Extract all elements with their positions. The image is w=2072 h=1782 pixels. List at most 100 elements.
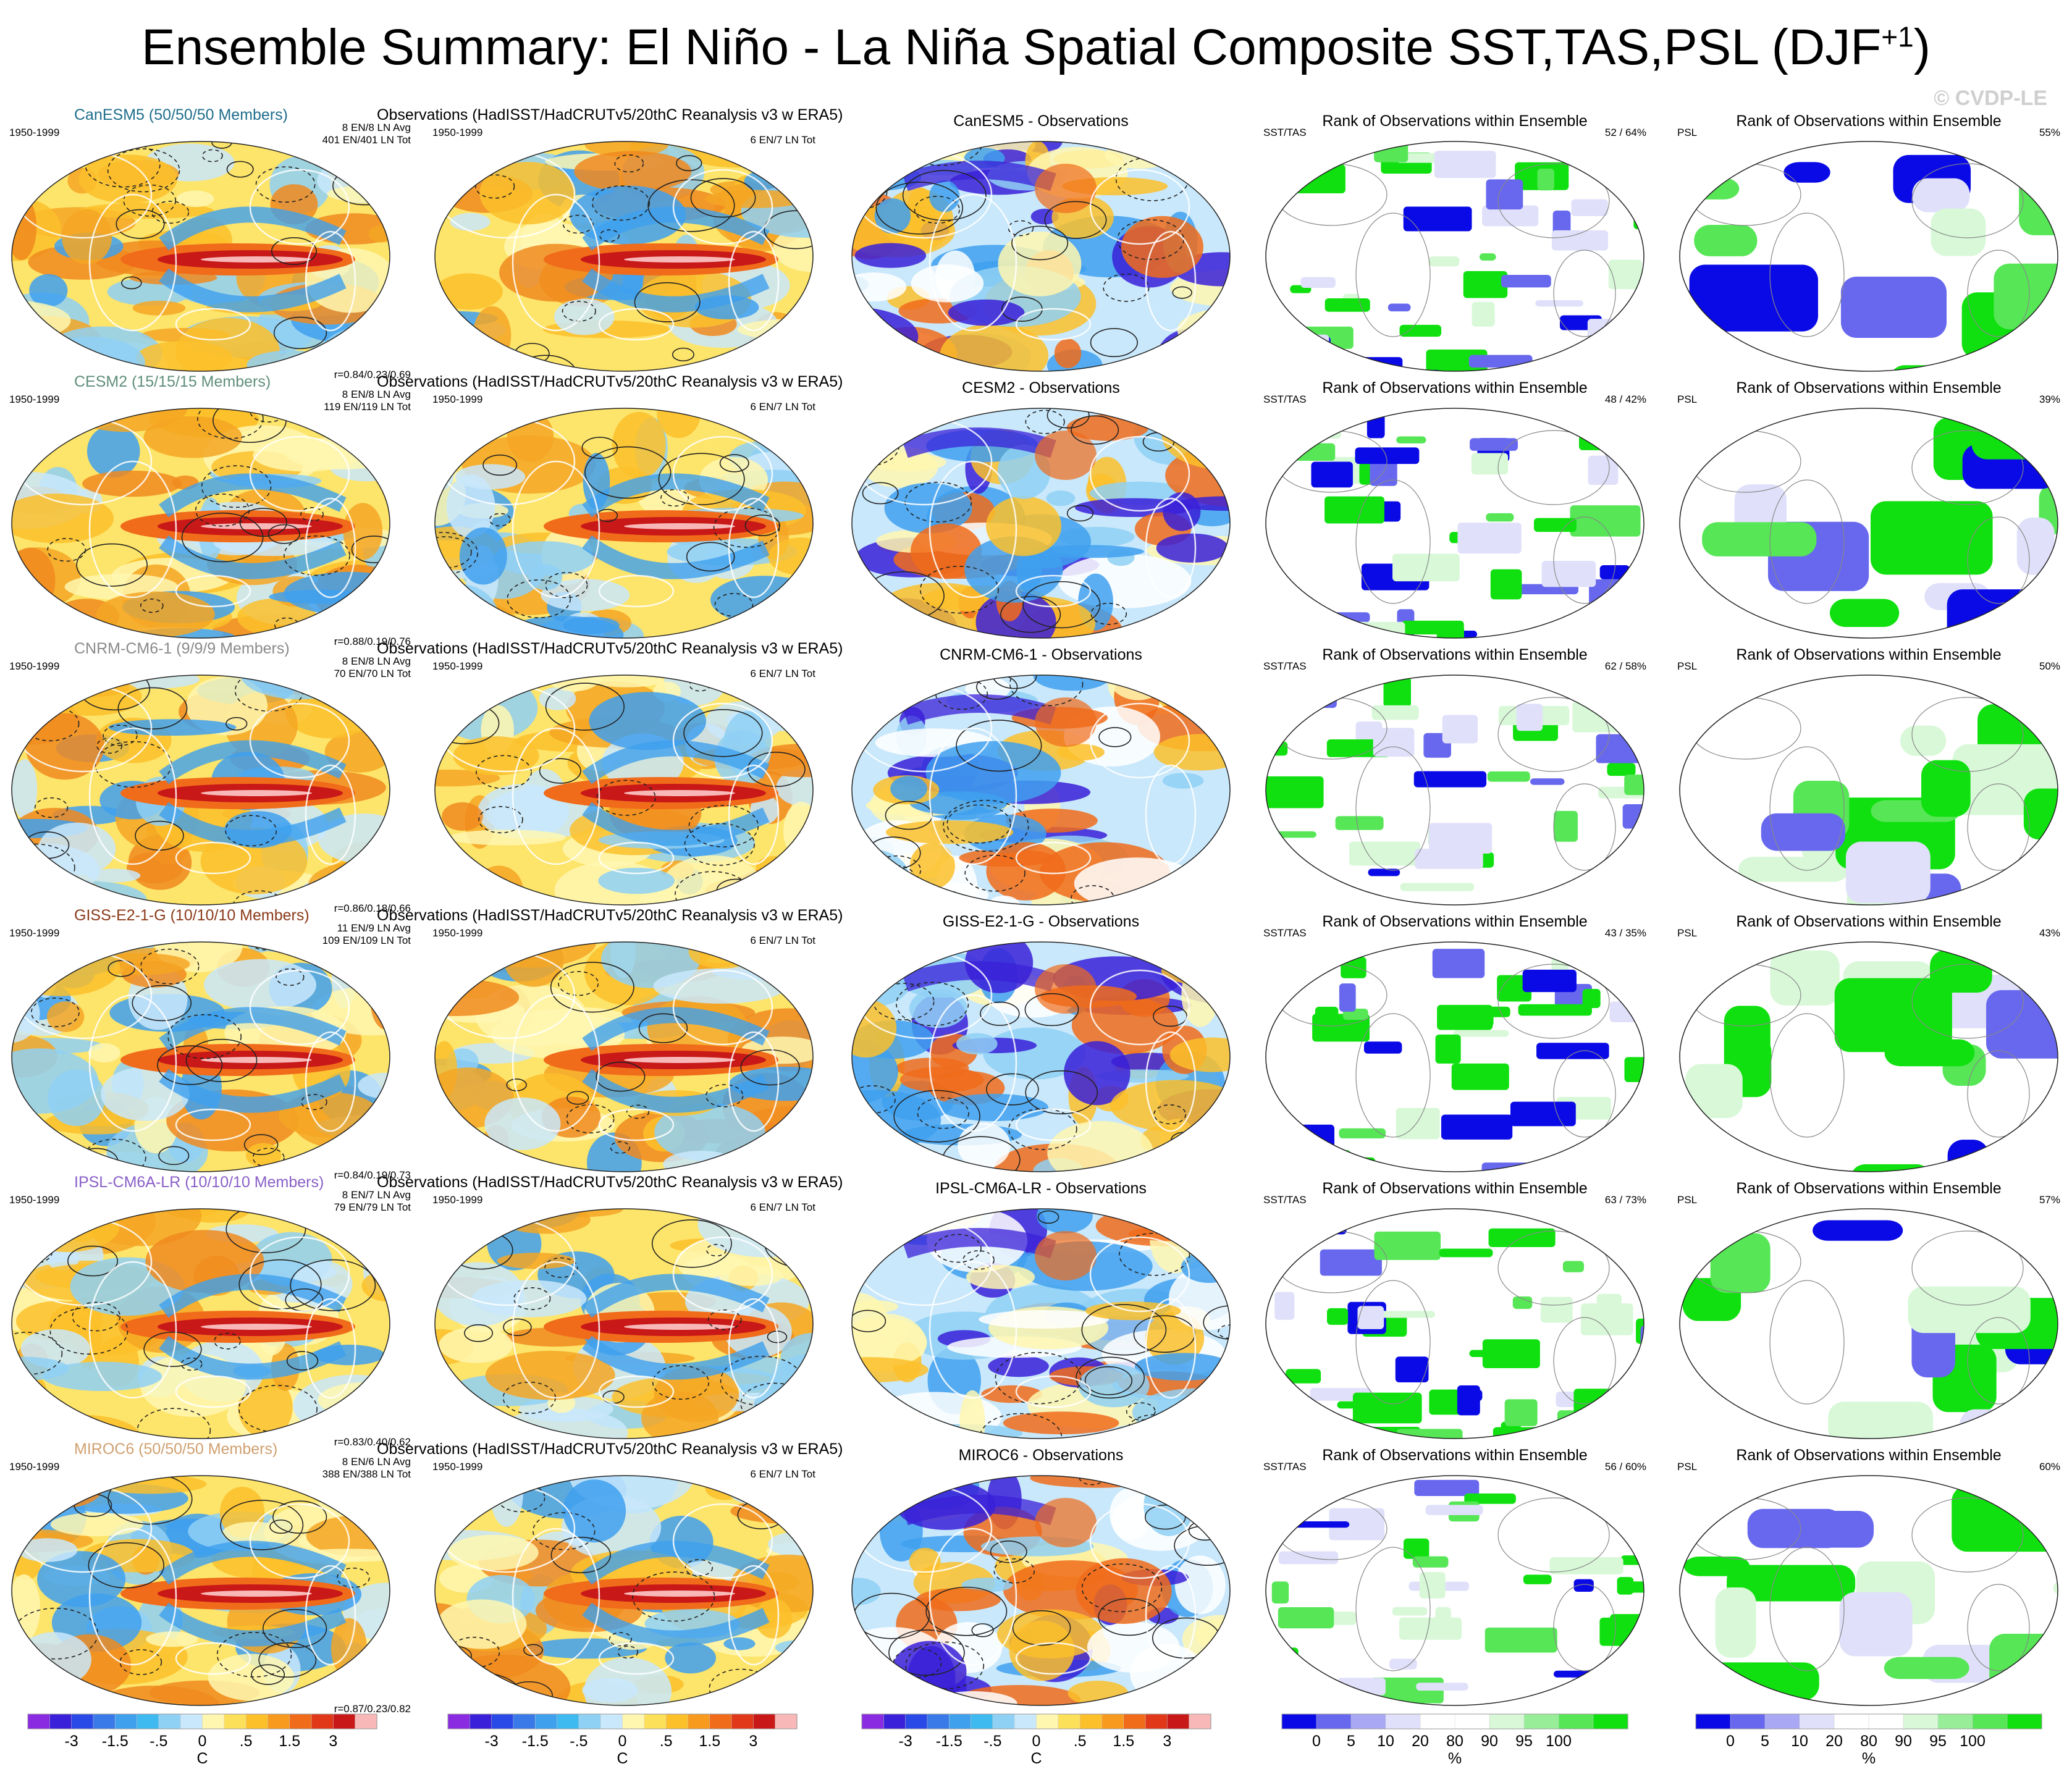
model-period-label: 1950-1999 bbox=[9, 1461, 60, 1473]
map-panel-r5-c2 bbox=[851, 1475, 1231, 1706]
observations-panel-title: Observations (HadISST/HadCRUTv5/20thC Re… bbox=[377, 373, 843, 390]
rank-psl-percent: 39% bbox=[2039, 393, 2060, 405]
colorbar-0-swatch bbox=[333, 1713, 356, 1729]
pattern-correlation: r=0.86/0.18/0.66 bbox=[334, 902, 411, 914]
rank-sst-panel-title: Rank of Observations within Ensemble bbox=[1322, 112, 1588, 130]
colorbar-2-swatch bbox=[883, 1713, 906, 1729]
difference-panel-title: CNRM-CM6-1 - Observations bbox=[940, 646, 1142, 663]
rank-psl-panel-title: Rank of Observations within Ensemble bbox=[1736, 1180, 2002, 1197]
observations-stats: 6 EN/7 LN Tot bbox=[750, 134, 815, 146]
colorbar-0-tick-label: 3 bbox=[329, 1733, 338, 1750]
map-panel-r2-c3 bbox=[1265, 675, 1645, 906]
colorbar-0-swatch bbox=[180, 1713, 203, 1729]
colorbar-2-tick-label: -3 bbox=[898, 1733, 912, 1750]
colorbar-2-swatch bbox=[861, 1713, 885, 1729]
rank-sst-panel-title: Rank of Observations within Ensemble bbox=[1322, 1447, 1588, 1464]
observations-panel-title: Observations (HadISST/HadCRUTv5/20thC Re… bbox=[377, 907, 843, 924]
figure-title-close: ) bbox=[1913, 19, 1931, 75]
colorbar-4-unit-label: % bbox=[1861, 1750, 1876, 1767]
colorbar-4-tick-label: 90 bbox=[1895, 1733, 1912, 1750]
map-panel-r3-c1 bbox=[434, 941, 814, 1172]
colorbar-2-swatch bbox=[1123, 1713, 1146, 1729]
colorbar-1-tick-label: -1.5 bbox=[521, 1733, 549, 1750]
rank-psl-panel-title: Rank of Observations within Ensemble bbox=[1736, 112, 2002, 130]
colorbar-4-swatch bbox=[1730, 1713, 1766, 1729]
model-stats-total: 119 EN/119 LN Tot bbox=[324, 401, 411, 413]
observations-period-label: 1950-1999 bbox=[432, 127, 483, 138]
colorbar-2-swatch bbox=[1189, 1713, 1211, 1729]
colorbar-1-swatch bbox=[578, 1713, 601, 1729]
colorbar-3-tick-label: 95 bbox=[1515, 1733, 1533, 1750]
pattern-correlation: r=0.84/0.23/0.69 bbox=[334, 369, 411, 380]
colorbar-3-tick-label: 100 bbox=[1546, 1733, 1572, 1750]
rank-sst-variable-label: SST/TAS bbox=[1263, 393, 1307, 405]
rank-psl-percent: 43% bbox=[2039, 927, 2060, 939]
map-panel-r1-c0 bbox=[11, 408, 390, 639]
colorbar-1-tick-label: 1.5 bbox=[699, 1733, 721, 1750]
rank-sst-percent: 48 / 42% bbox=[1604, 393, 1646, 405]
colorbar-1-swatch bbox=[535, 1713, 558, 1729]
model-stats-avg: 8 EN/8 LN Avg bbox=[342, 389, 411, 400]
colorbar-4-tick-label: 10 bbox=[1791, 1733, 1808, 1750]
colorbar-0 bbox=[27, 1713, 377, 1729]
colorbar-2-swatch bbox=[1079, 1713, 1103, 1729]
rank-psl-percent: 55% bbox=[2039, 127, 2060, 138]
map-panel-r1-c4 bbox=[1679, 408, 2058, 639]
colorbar-4-tick-label: 100 bbox=[1960, 1733, 1986, 1750]
colorbar-1-tick-label: 0 bbox=[618, 1733, 627, 1750]
colorbar-0-swatch bbox=[355, 1713, 377, 1729]
rank-psl-panel-title: Rank of Observations within Ensemble bbox=[1736, 379, 2002, 397]
colorbar-0-tick-label: 1.5 bbox=[279, 1733, 301, 1750]
observations-stats: 6 EN/7 LN Tot bbox=[750, 401, 815, 413]
rank-psl-panel-title: Rank of Observations within Ensemble bbox=[1736, 913, 2002, 930]
model-panel-title: CNRM-CM6-1 (9/9/9 Members) bbox=[74, 640, 290, 657]
model-stats-total: 401 EN/401 LN Tot bbox=[322, 134, 411, 146]
map-panel-r2-c0 bbox=[11, 675, 390, 906]
pattern-correlation: r=0.88/0.19/0.76 bbox=[334, 636, 411, 647]
model-period-label: 1950-1999 bbox=[9, 1194, 60, 1206]
colorbar-3-tick-label: 20 bbox=[1412, 1733, 1429, 1750]
colorbar-4-swatch bbox=[1937, 1713, 1973, 1729]
rank-sst-panel-title: Rank of Observations within Ensemble bbox=[1322, 913, 1588, 930]
colorbar-0-swatch bbox=[224, 1713, 246, 1729]
observations-period-label: 1950-1999 bbox=[432, 393, 483, 405]
colorbar-1-swatch bbox=[688, 1713, 710, 1729]
colorbar-0-swatch bbox=[158, 1713, 181, 1729]
colorbar-1-tick-label: 3 bbox=[749, 1733, 758, 1750]
pattern-correlation: r=0.87/0.23/0.82 bbox=[334, 1703, 411, 1715]
model-stats-total: 79 EN/79 LN Tot bbox=[334, 1201, 411, 1213]
map-panel-r0-c1 bbox=[434, 141, 814, 372]
model-stats-avg: 8 EN/8 LN Avg bbox=[342, 122, 411, 133]
colorbar-1-swatch bbox=[470, 1713, 492, 1729]
colorbar-3-swatch bbox=[1350, 1713, 1386, 1729]
map-panel-r5-c3 bbox=[1265, 1475, 1645, 1706]
figure-title-superscript: +1 bbox=[1881, 20, 1914, 53]
colorbar-2-swatch bbox=[1145, 1713, 1168, 1729]
colorbar-2-tick-label: -1.5 bbox=[935, 1733, 962, 1750]
colorbar-1 bbox=[447, 1713, 798, 1729]
rank-psl-variable-label: PSL bbox=[1677, 1194, 1698, 1206]
model-stats-total: 70 EN/70 LN Tot bbox=[334, 668, 411, 679]
colorbar-3-swatch bbox=[1454, 1713, 1490, 1729]
rank-psl-variable-label: PSL bbox=[1677, 127, 1698, 138]
colorbar-4-tick-label: 20 bbox=[1826, 1733, 1843, 1750]
colorbar-2-swatch bbox=[1058, 1713, 1080, 1729]
colorbar-0-swatch bbox=[115, 1713, 138, 1729]
colorbar-0-swatch bbox=[289, 1713, 312, 1729]
colorbar-2-tick-label: 3 bbox=[1163, 1733, 1172, 1750]
rank-psl-percent: 60% bbox=[2039, 1461, 2060, 1473]
map-panel-r2-c4 bbox=[1679, 675, 2058, 906]
rank-sst-percent: 52 / 64% bbox=[1604, 127, 1646, 138]
colorbar-0-swatch bbox=[71, 1713, 94, 1729]
rank-sst-variable-label: SST/TAS bbox=[1263, 927, 1307, 939]
colorbar-2-swatch bbox=[905, 1713, 928, 1729]
colorbar-0-tick-label: 0 bbox=[198, 1733, 207, 1750]
model-period-label: 1950-1999 bbox=[9, 660, 60, 672]
colorbar-3-tick-label: 10 bbox=[1377, 1733, 1394, 1750]
rank-sst-variable-label: SST/TAS bbox=[1263, 127, 1307, 138]
colorbar-3-swatch bbox=[1281, 1713, 1317, 1729]
rank-sst-panel-title: Rank of Observations within Ensemble bbox=[1322, 646, 1588, 663]
colorbar-4 bbox=[1695, 1713, 2042, 1729]
rank-psl-variable-label: PSL bbox=[1677, 393, 1698, 405]
model-period-label: 1950-1999 bbox=[9, 127, 60, 138]
